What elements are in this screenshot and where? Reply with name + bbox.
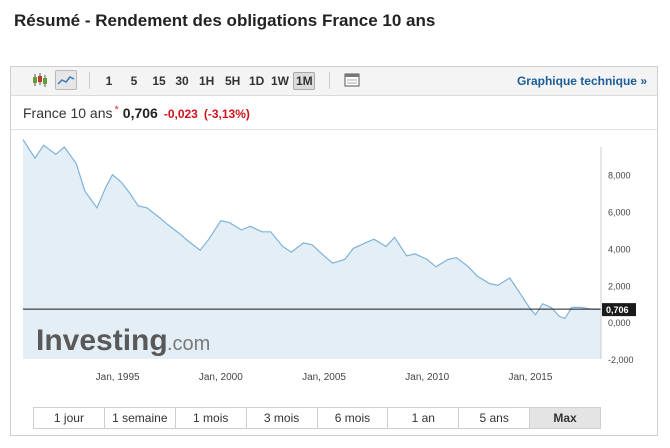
- range-button-1-an[interactable]: 1 an: [388, 408, 460, 428]
- interval-button-1[interactable]: 1: [105, 74, 113, 88]
- range-button-1-jour[interactable]: 1 jour: [34, 408, 105, 428]
- candlestick-icon[interactable]: [29, 70, 51, 90]
- last-price: 0,706: [122, 105, 158, 121]
- chart-toolbar: 1 5 15 30 1H 5H 1D 1W 1M Graphique technique »: [11, 67, 657, 96]
- x-tick-label: Jan, 2000: [199, 372, 243, 383]
- range-button-3-mois[interactable]: 3 mois: [247, 408, 318, 428]
- yield-chart: Investing .com -2,000 0,000 2,000 4,000 6,000 8…: [22, 139, 636, 383]
- range-button-max[interactable]: Max: [530, 408, 600, 428]
- quote-header: France 10 ans * 0,706 -0,023 (-3,13%): [23, 104, 250, 121]
- interval-button-1d[interactable]: 1D: [249, 74, 265, 88]
- series-line: [22, 139, 602, 320]
- price-change: -0,023: [163, 107, 198, 121]
- toolbar-divider: [89, 72, 90, 89]
- y-tick-label: 6,000: [608, 208, 631, 218]
- range-button-5-ans[interactable]: 5 ans: [459, 408, 531, 428]
- watermark-suffix: .com: [167, 333, 210, 355]
- interval-button-5[interactable]: 5: [130, 74, 138, 88]
- delayed-marker: *: [114, 104, 119, 116]
- range-button-1-mois[interactable]: 1 mois: [176, 408, 247, 428]
- range-button-1-semaine[interactable]: 1 semaine: [105, 408, 176, 428]
- technical-chart-link[interactable]: Graphique technique »: [517, 74, 647, 88]
- interval-button-1h[interactable]: 1H: [199, 74, 215, 88]
- technical-chart-link-label: Graphique technique: [516, 74, 637, 88]
- range-button-6-mois[interactable]: 6 mois: [318, 408, 389, 428]
- x-tick-label: Jan, 1995: [96, 372, 140, 383]
- instrument-name: France 10 ans: [23, 105, 113, 121]
- current-value-badge: [602, 303, 636, 317]
- watermark-brand: Investing: [36, 324, 168, 357]
- y-tick-label: 0,000: [608, 318, 631, 328]
- x-tick-label: Jan, 2015: [509, 372, 553, 383]
- x-tick-label: Jan, 2005: [302, 372, 346, 383]
- price-change-percent: (-3,13%): [203, 107, 250, 121]
- chart-widget: 1 5 15 30 1H 5H 1D 1W 1M Graphique technique » F…: [10, 66, 658, 436]
- calendar-icon[interactable]: [341, 70, 363, 90]
- x-tick-label: Jan, 2010: [405, 372, 449, 383]
- interval-button-5h[interactable]: 5H: [225, 74, 241, 88]
- y-tick-label: -2,000: [608, 355, 634, 365]
- divider: [11, 129, 657, 130]
- area-line-icon[interactable]: [55, 70, 77, 90]
- y-tick-label: 8,000: [608, 171, 631, 181]
- interval-button-15[interactable]: 15: [152, 74, 166, 88]
- y-tick-label: 4,000: [608, 244, 631, 254]
- series-area: [23, 139, 601, 359]
- interval-button-1w[interactable]: 1W: [271, 74, 289, 88]
- page-title: Résumé - Rendement des obligations Franc…: [14, 11, 436, 30]
- interval-button-1m[interactable]: 1M: [293, 72, 315, 90]
- current-value-label: 0,706: [606, 305, 629, 315]
- range-selector: 1 jour 1 semaine 1 mois 3 mois 6 mois 1 an 5 a…: [33, 407, 601, 429]
- toolbar-divider: [329, 72, 330, 89]
- chevron-right-icon: »: [640, 74, 647, 88]
- interval-button-30[interactable]: 30: [175, 74, 189, 88]
- y-tick-label: 2,000: [608, 281, 631, 291]
